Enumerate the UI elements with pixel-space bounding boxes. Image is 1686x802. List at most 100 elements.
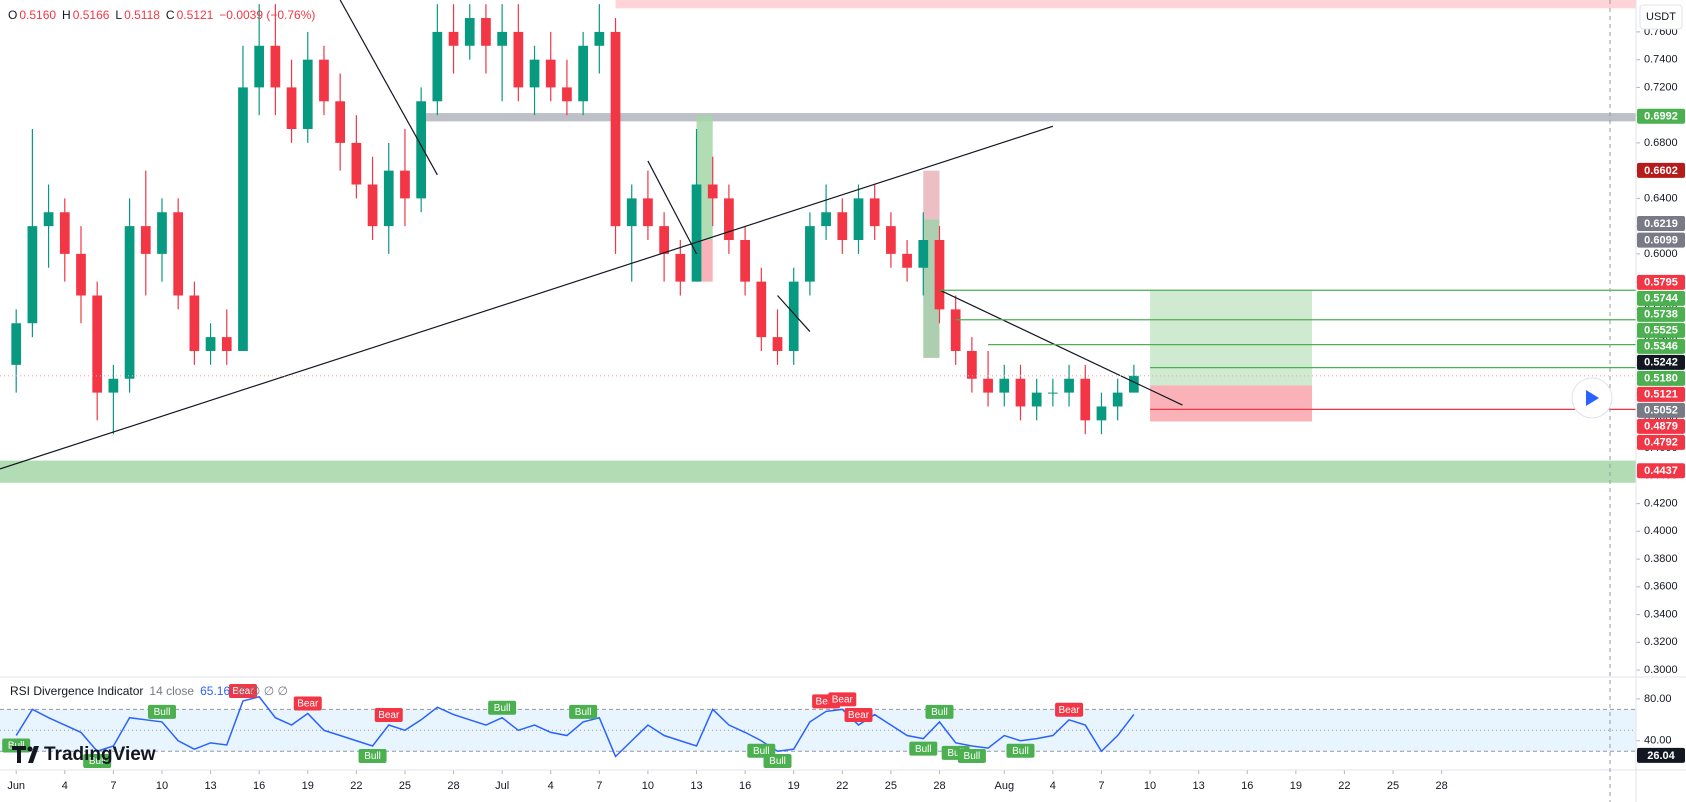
candle-body [367,184,378,227]
signal-badge [228,683,257,698]
x-tick-label: 4 [1050,780,1056,792]
drawing-line [939,289,1183,406]
price-tag [1637,290,1685,306]
legend-key: O [8,8,18,22]
x-tick-label: 22 [350,780,362,792]
signal-badge [1006,743,1035,758]
signal-label: Bear [297,699,319,710]
x-tick-label: 19 [788,780,800,792]
signal-badge [147,704,176,719]
price-tag-label: 0.6099 [1644,235,1678,247]
price-tag [1637,338,1685,354]
x-tick-label: 13 [1193,780,1205,792]
candle-body [383,170,394,227]
candle-body [740,240,750,282]
candle-body [659,226,669,254]
ohlc-legend: O 0.5160 H 0.5166 L 0.5118 C 0.5121 −0.0039 (−0.… [8,8,317,22]
x-tick-label: 4 [548,780,554,792]
drawing-rect [923,170,940,220]
price-tag-label: 0.4792 [1644,437,1678,449]
candle-body [43,212,54,227]
logo-icon [12,746,39,763]
price-tag-label: 0.5052 [1644,405,1678,417]
candle-body [869,198,880,227]
y-tick-label: 0.3600 [1644,581,1678,593]
signal-label: Bull [364,751,381,762]
candle-body [578,45,588,102]
rsi-tick-label: 80.00 [1644,693,1672,705]
signal-label: Bear [378,710,400,721]
signal-label: Bear [832,694,854,705]
y-tick-label: 0.3000 [1644,664,1678,676]
price-tag-label: 0.5346 [1644,341,1678,353]
price-tag [1637,322,1685,338]
legend-key: C [165,8,175,22]
signal-label: Bear [816,697,838,708]
candle-body [140,226,151,254]
y-tick-label: 0.6400 [1644,192,1678,204]
candle-body [626,198,637,227]
candle-body [335,101,346,143]
price-tag-label: 0.6602 [1644,165,1678,177]
candle-body [497,31,507,46]
y-tick-label: 0.6800 [1644,137,1678,149]
candle-body [967,350,977,379]
candle-body [675,253,686,282]
drawing-rect [615,0,1636,9]
candle-body [837,212,848,241]
signal-badge [569,704,598,719]
signal-badge [83,754,112,768]
logo: TradingView [12,744,156,765]
signal-badge [374,708,403,723]
signal-badge [909,741,938,756]
candle-body [173,212,184,296]
currency-box[interactable] [1639,4,1683,30]
x-tick-label: 4 [62,780,68,792]
y-tick-label: 0.3400 [1644,608,1678,620]
candle-body [886,226,896,254]
legend-value: 0.5121 [176,8,214,22]
candle-body [1048,392,1058,394]
candle-body [707,184,718,199]
candle-body [950,309,961,351]
x-tick-label: 10 [156,780,168,792]
signal-badge [957,749,986,763]
signal-label: Bull [494,703,511,714]
candle-body [286,87,297,130]
price-tag [1637,274,1685,290]
x-tick-label: 28 [933,780,945,792]
x-tick-label: 10 [1144,780,1156,792]
price-tag-label: 0.5738 [1644,309,1678,321]
price-tag-label: 0.5180 [1644,373,1678,385]
price-tag [1637,162,1685,178]
rsi-value: 65.16 [200,684,231,698]
candle-body [238,87,248,351]
price-tag-label: 0.6219 [1644,218,1678,230]
legend-key: H [62,8,71,22]
price-tag [1637,370,1685,386]
candle-body [205,337,216,351]
x-tick-label: 25 [885,780,897,792]
price-tag-label: 0.5795 [1644,277,1678,289]
rsi-tick-label: 40.00 [1644,735,1672,747]
candle-body [643,198,653,227]
signal-label: Bull [575,707,592,718]
signal-badge [844,708,873,723]
candle-body [1080,378,1091,421]
logo-text: TradingView [44,744,156,765]
drawing-line [647,160,698,255]
candle-body [464,18,475,46]
currency-label: USDT [1646,11,1676,23]
price-tag-label: 0.5121 [1644,389,1678,401]
price-tag [1637,108,1685,124]
candle-body [302,59,313,130]
rsi-params: 14 close [149,684,195,698]
candle-body [610,31,621,227]
candle-body [1031,392,1042,407]
drawing-rect [1150,385,1313,422]
candle-body [691,184,702,282]
signal-badge [293,696,322,711]
candle-body [999,378,1010,393]
signal-label: Bull [964,751,981,762]
signal-label: Bear [848,710,870,721]
